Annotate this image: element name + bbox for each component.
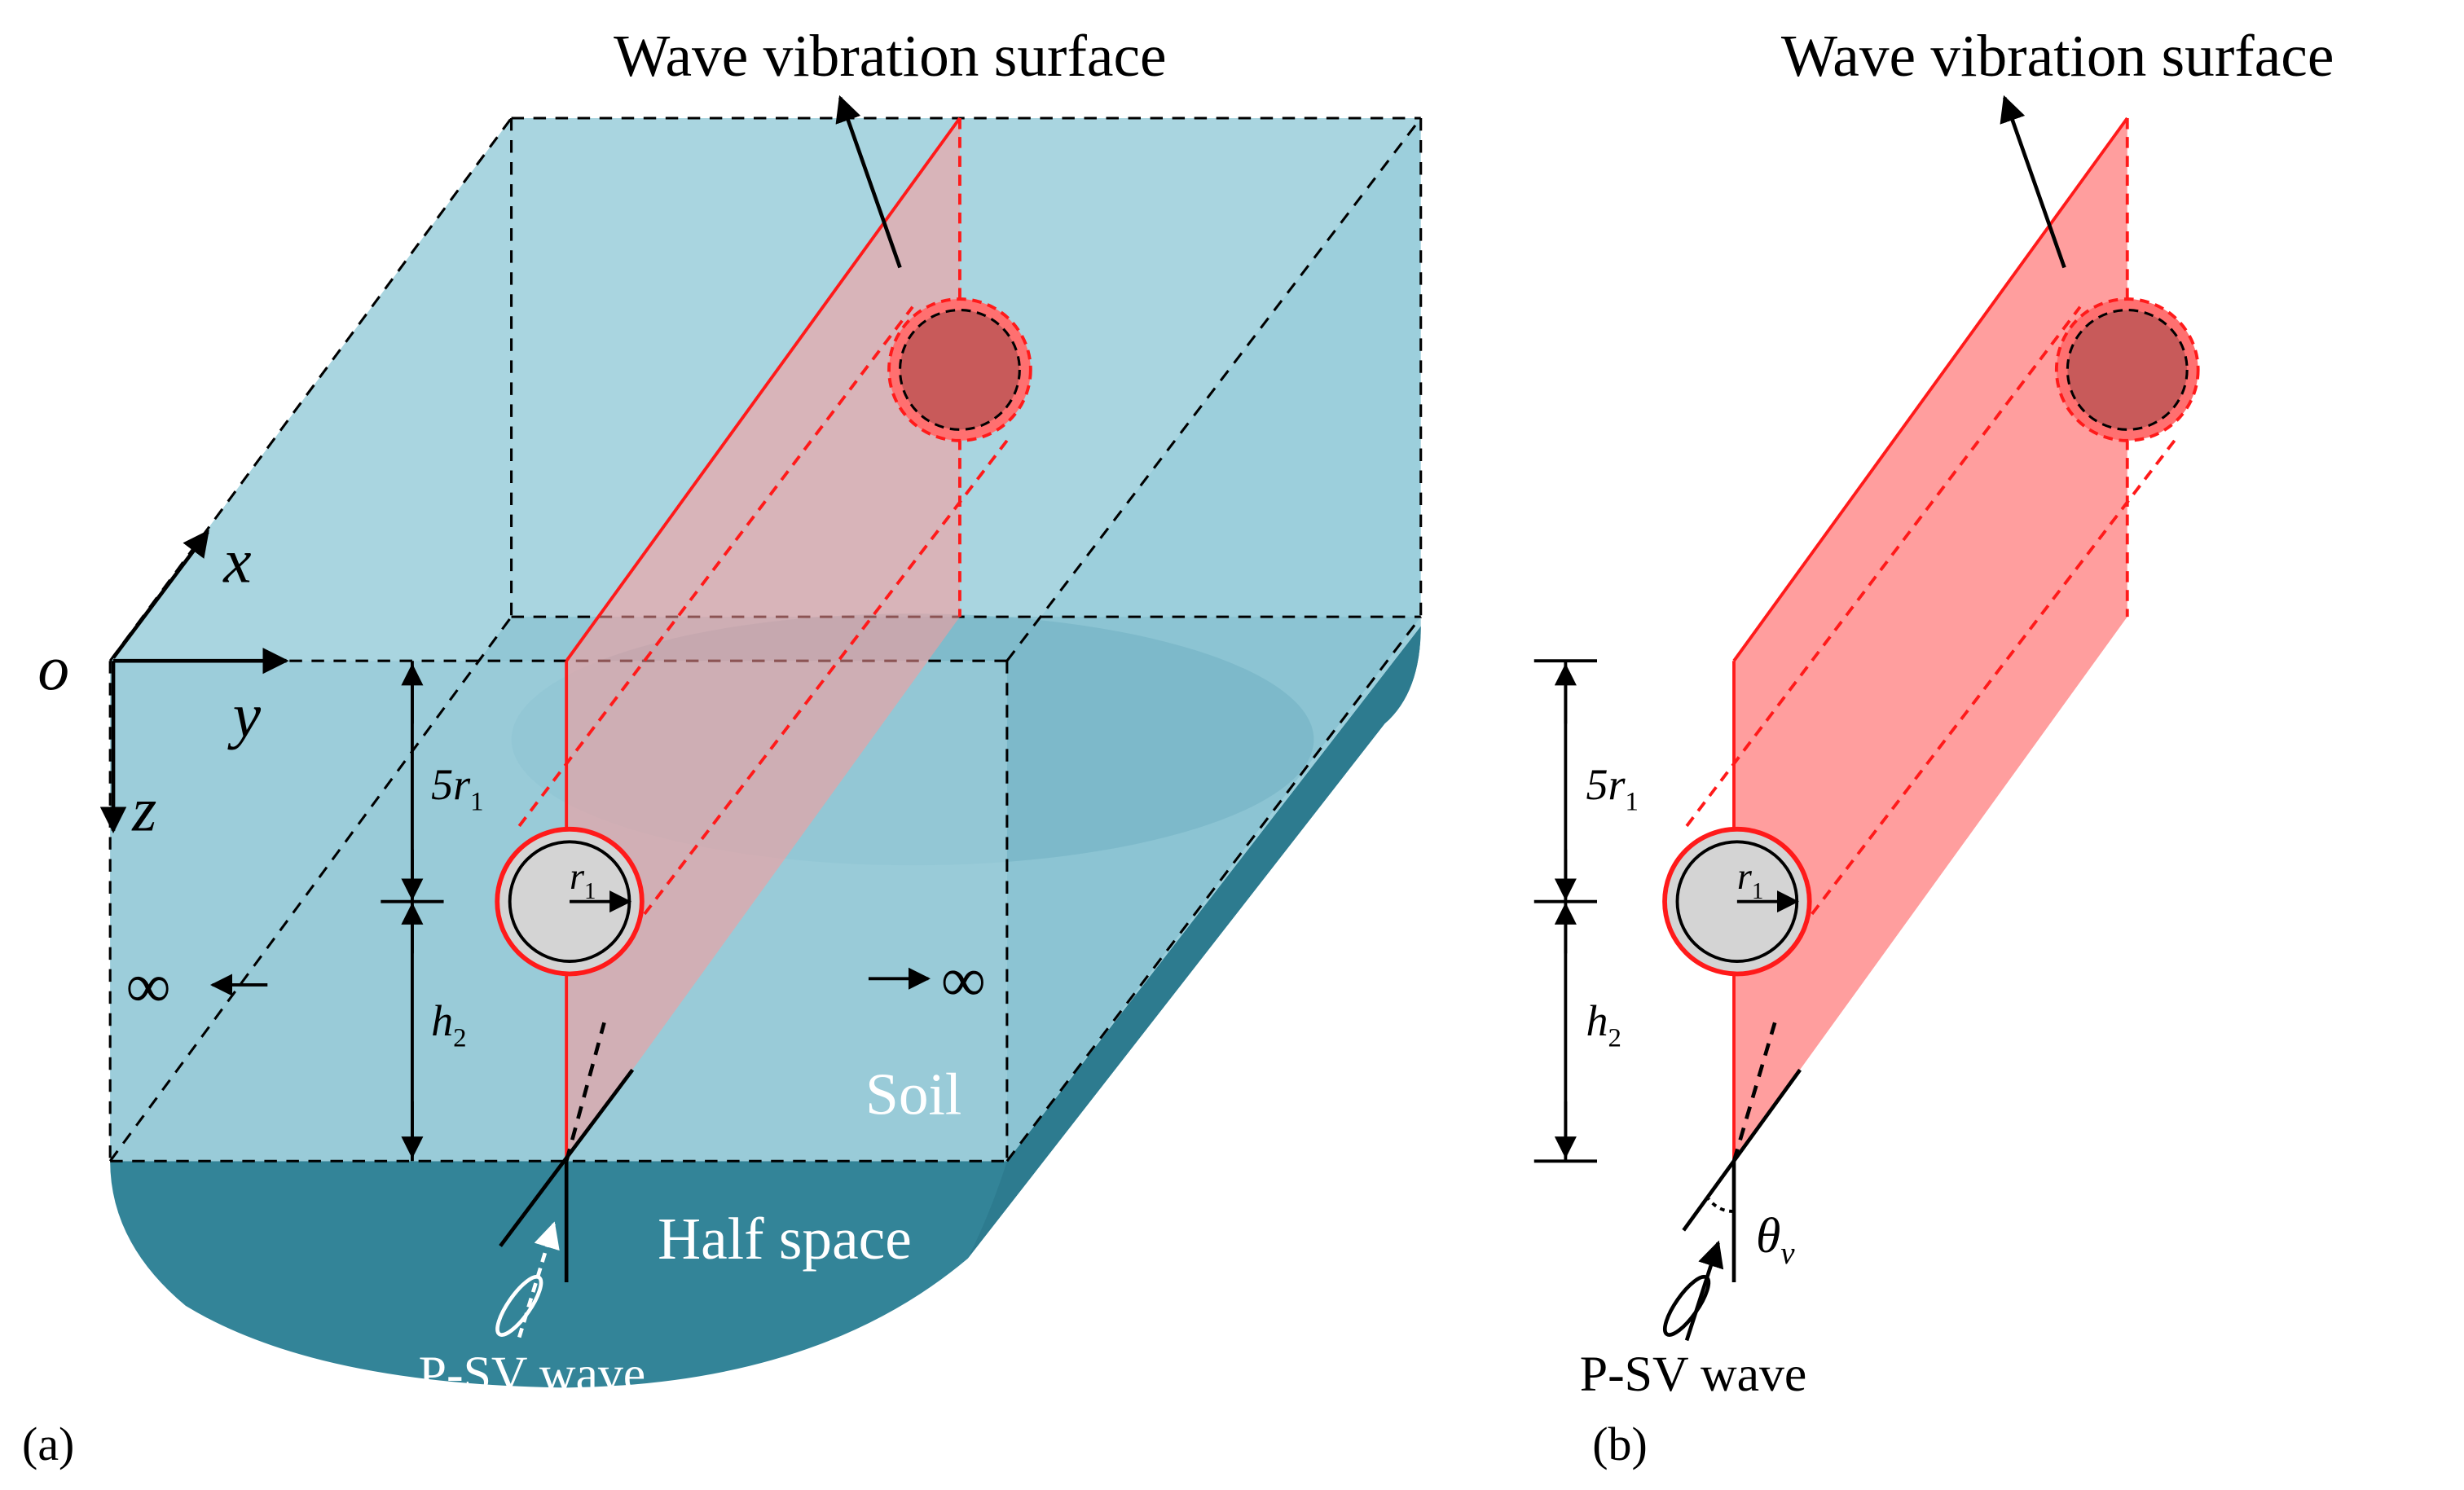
wave-surface-a (566, 117, 960, 1162)
wave-label-a: P-SV wave (419, 1347, 646, 1402)
panel-b: r1 Wave vibration surface 5r1 h2 θv P-SV… (1533, 23, 2334, 1470)
tunnel-line-upper (517, 305, 914, 828)
wave-polarization-icon-a (495, 1274, 543, 1337)
incidence-dashed-b (1731, 1022, 1777, 1162)
axis-z-label: z (131, 775, 156, 845)
wave-surface-b-edge-top (1732, 116, 2129, 662)
wave-surface-title-a: Wave vibration surface (614, 23, 1166, 89)
wave-surface-title-b: Wave vibration surface (1781, 23, 2334, 89)
half-space-label: Half space (658, 1206, 912, 1272)
title-pointer-b (2000, 94, 2066, 269)
wave-arrow-b (1684, 1240, 1724, 1342)
angle-arc-b (1707, 1198, 1735, 1213)
half-space-side (967, 626, 1421, 1259)
axis-origin-label: o (37, 633, 69, 703)
title-pointer-a (835, 94, 902, 269)
wave-surface-b (1734, 117, 2127, 1162)
wave-polarization-icon-b (1662, 1274, 1711, 1337)
dim-bottom-label-a: h2 (431, 996, 466, 1053)
radius-label-b: r1 (1737, 856, 1764, 904)
tunnel-back-inner-b (2066, 309, 2189, 431)
panel-label-b: (b) (1592, 1417, 1648, 1470)
dim-bottom-label-b: h2 (1586, 996, 1621, 1053)
dim-top-label-b: 5r1 (1586, 760, 1638, 817)
panel-a: r1 Wave vibration surface o x y z 5r1 h2… (22, 23, 1423, 1470)
panel-label-a: (a) (22, 1417, 74, 1470)
half-space-region (110, 626, 1421, 1388)
radius-label-a: r1 (570, 856, 596, 904)
infinity-right-label: ∞ (941, 944, 986, 1014)
wave-label-b: P-SV wave (1580, 1347, 1807, 1402)
infinity-left-label: ∞ (125, 951, 170, 1021)
tunnel-b-line-upper (1685, 305, 2082, 828)
axis-x-label: x (222, 526, 251, 596)
axis-x-arrow (112, 530, 209, 659)
angle-label-b: θv (1756, 1208, 1795, 1271)
dim-top-label-a: 5r1 (431, 760, 483, 817)
incidence-dashed-a (564, 1022, 606, 1162)
tunnel-back-inner-a (899, 309, 1021, 431)
soil-label: Soil (865, 1061, 961, 1127)
incidence-ray-b (1682, 1068, 1802, 1232)
wave-surface-edge-top (565, 116, 961, 662)
axis-y-label: y (227, 680, 262, 750)
